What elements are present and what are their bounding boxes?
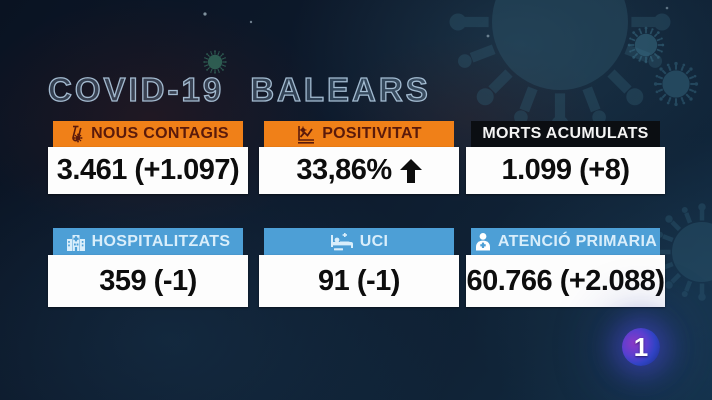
hospital-icon xyxy=(66,234,85,251)
card-atencio-primaria-header: ATENCIÓ PRIMARIA xyxy=(471,228,660,255)
test-tube-virus-icon xyxy=(72,125,83,142)
doctor-icon xyxy=(475,233,490,251)
card-atencio-primaria: ATENCIÓ PRIMARIA 60.766 (+2.088) xyxy=(466,228,665,307)
card-uci: UCI 91 (-1) xyxy=(259,228,459,307)
chart-virus-icon xyxy=(298,125,315,144)
card-hospitalitzats-header: HOSPITALITZATS xyxy=(53,228,243,255)
card-nous-contagis-value: 3.461 (+1.097) xyxy=(48,147,248,194)
card-atencio-primaria-label: ATENCIÓ PRIMARIA xyxy=(497,232,658,250)
card-morts-acumulats: MORTS ACUMULATS 1.099 (+8) xyxy=(466,121,665,194)
icu-bed-icon xyxy=(330,233,353,251)
page-title-part1: COVID-19 xyxy=(47,70,225,108)
card-positivitat-value: 33,86% xyxy=(296,154,392,186)
card-hospitalitzats-label: HOSPITALITZATS xyxy=(91,232,231,250)
card-atencio-primaria-value: 60.766 (+2.088) xyxy=(466,255,665,307)
card-morts-acumulats-label: MORTS ACUMULATS xyxy=(482,125,649,142)
card-nous-contagis-label: NOUS CONTAGIS xyxy=(91,125,229,142)
card-uci-value: 91 (-1) xyxy=(259,255,459,307)
card-nous-contagis: NOUS CONTAGIS 3.461 (+1.097) xyxy=(48,121,248,194)
card-uci-header: UCI xyxy=(264,228,454,255)
page-title-part2: BALEARS xyxy=(250,70,431,108)
card-morts-acumulats-value: 1.099 (+8) xyxy=(466,147,665,194)
card-nous-contagis-header: NOUS CONTAGIS xyxy=(53,121,243,147)
card-positivitat-value-wrap: 33,86% xyxy=(259,147,459,194)
card-uci-label: UCI xyxy=(359,232,389,250)
channel-la1-badge-text: 1 xyxy=(633,331,649,362)
arrow-up-icon xyxy=(399,158,422,183)
card-morts-acumulats-header: MORTS ACUMULATS xyxy=(471,121,660,147)
card-positivitat: POSITIVITAT 33,86% xyxy=(259,121,459,194)
card-hospitalitzats: HOSPITALITZATS 359 (-1) xyxy=(48,228,248,307)
card-positivitat-label: POSITIVITAT xyxy=(322,125,422,142)
channel-la1-badge: 1 xyxy=(622,328,660,366)
card-positivitat-header: POSITIVITAT xyxy=(264,121,454,147)
page-title: COVID-19 BALEARS xyxy=(47,70,431,109)
card-hospitalitzats-value: 359 (-1) xyxy=(48,255,248,307)
